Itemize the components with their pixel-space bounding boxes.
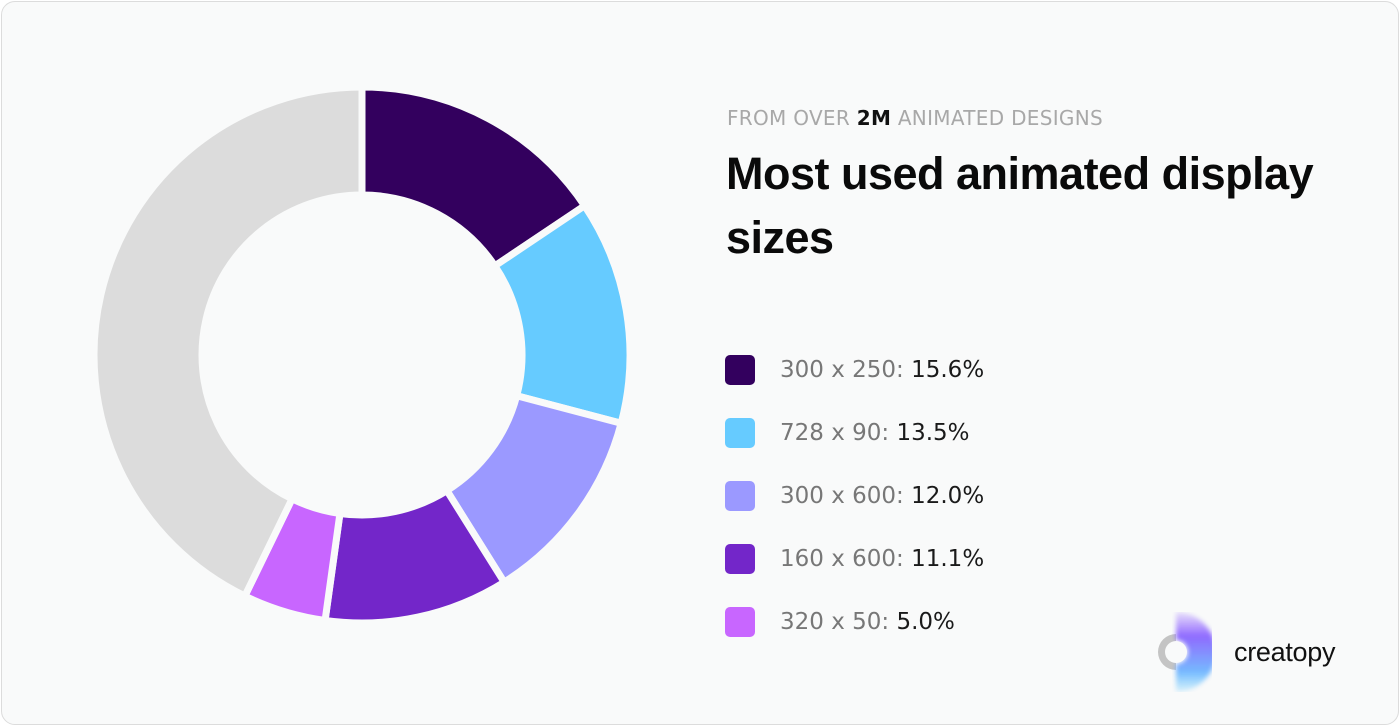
- legend-item: 728 x 90: 13.5%: [725, 401, 984, 464]
- legend-label: 160 x 600: [780, 545, 897, 572]
- eyebrow-pre: FROM OVER: [727, 106, 851, 130]
- legend-swatch: [725, 417, 755, 448]
- legend-item: 320 x 50: 5.0%: [725, 590, 984, 653]
- legend-label: 300 x 250: [780, 356, 897, 383]
- legend-label: 320 x 50: [780, 608, 882, 635]
- donut-slice-remainder: [90, 83, 366, 600]
- eyebrow-bold: 2M: [856, 106, 892, 130]
- chart-title: Most used animated display sizes: [726, 148, 1314, 263]
- legend-item: 160 x 600: 11.1%: [725, 527, 984, 590]
- legend-swatch: [725, 606, 755, 637]
- donut-slice-300x250: [358, 83, 589, 270]
- legend-value: 15.6%: [911, 356, 985, 383]
- legend-item: 300 x 250: 15.6%: [725, 338, 984, 401]
- legend-swatch: [725, 354, 755, 385]
- eyebrow-post: ANIMATED DESIGNS: [897, 106, 1103, 130]
- legend: 300 x 250: 15.6% 728 x 90: 13.5% 300 x 6…: [725, 338, 984, 653]
- legend-item: 300 x 600: 12.0%: [725, 464, 984, 527]
- legend-value: 13.5%: [896, 419, 970, 446]
- legend-label: 728 x 90: [780, 419, 882, 446]
- creatopy-logo-text: creatopy: [1234, 636, 1336, 667]
- donut-chart: [90, 83, 634, 627]
- legend-label: 300 x 600: [780, 482, 897, 509]
- legend-value: 12.0%: [911, 482, 985, 509]
- legend-swatch: [725, 480, 755, 511]
- eyebrow-text: FROM OVER 2M ANIMATED DESIGNS: [727, 106, 1103, 130]
- legend-value: 5.0%: [896, 608, 955, 635]
- legend-swatch: [725, 543, 755, 574]
- creatopy-logo-icon: [1158, 612, 1212, 692]
- creatopy-logo: creatopy: [1152, 612, 1335, 692]
- legend-value: 11.1%: [911, 545, 985, 572]
